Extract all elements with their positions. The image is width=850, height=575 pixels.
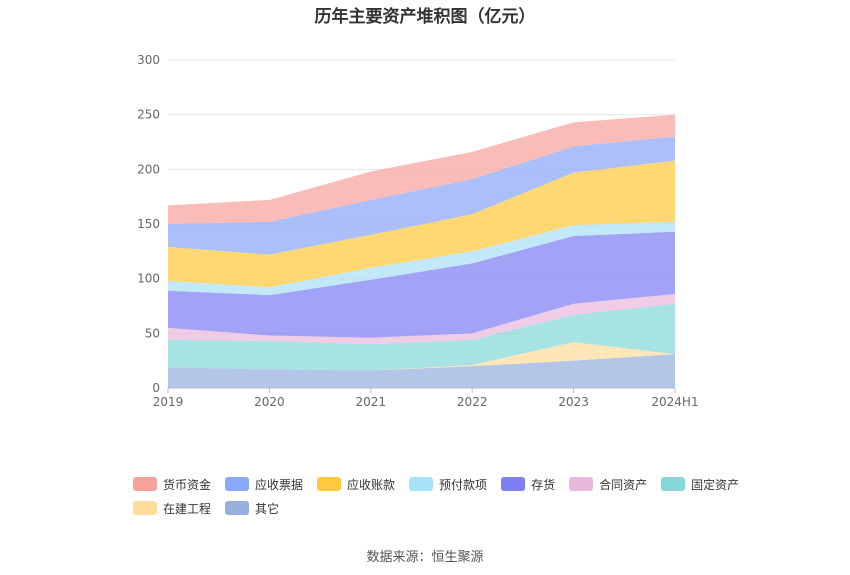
y-tick-label: 0 [152, 381, 160, 395]
legend-swatch [409, 477, 434, 491]
x-tick-label: 2023 [558, 395, 589, 409]
x-tick-label: 2022 [457, 395, 488, 409]
chart-title: 历年主要资产堆积图（亿元） [314, 7, 536, 27]
legend-swatch [225, 477, 250, 491]
legend-item[interactable]: 其它 [225, 500, 279, 517]
legend-item[interactable]: 固定资产 [661, 476, 739, 493]
x-tick-label: 2021 [356, 395, 387, 409]
legend-swatch [661, 477, 686, 491]
legend-item[interactable]: 存货 [501, 476, 555, 493]
legend-item[interactable]: 应收票据 [225, 476, 303, 493]
area-series-6: 预付款项 [168, 221, 675, 296]
legend-item[interactable]: 应收账款 [317, 476, 395, 493]
area-series-1: 其它 [168, 354, 675, 388]
legend-item[interactable]: 货币资金 [133, 476, 211, 493]
legend-swatch [569, 477, 594, 491]
legend-swatch [133, 501, 157, 515]
legend-swatch [133, 477, 157, 491]
legend-label: 存货 [531, 477, 556, 492]
legend-item[interactable]: 合同资产 [569, 476, 647, 493]
legend-item[interactable]: 在建工程 [133, 500, 211, 517]
legend-swatch [225, 501, 250, 515]
y-tick-label: 250 [137, 108, 160, 122]
axis-layer: 0 50 100 150 200 250 300 2019 2020 2021 2022 2023 20… [137, 53, 699, 409]
legend-label: 预付款项 [439, 477, 488, 492]
legend-label: 合同资产 [599, 477, 648, 492]
legend-label: 应收票据 [255, 477, 304, 492]
x-tick-label: 2019 [153, 395, 184, 409]
legend-label: 在建工程 [163, 501, 212, 516]
area-series-4: 合同资产 [168, 293, 675, 345]
area-series-7: 应收账款 [168, 160, 675, 288]
legend-row-1: 货币资金 应收票据 应收账款 预付款项 存货 合同资产 固定资产 [133, 472, 739, 496]
legend-swatch [317, 477, 342, 491]
legend-row-2: 在建工程 其它 [133, 496, 733, 520]
legend-label: 货币资金 [163, 477, 212, 492]
area-series-8: 应收票据 [168, 136, 675, 255]
area-series-9: 货币资金 [168, 114, 675, 224]
y-tick-label: 100 [137, 272, 160, 286]
legend-item[interactable]: 预付款项 [409, 476, 487, 493]
area-series-3: 固定资产 [168, 303, 675, 371]
legend: 货币资金 应收票据 应收账款 预付款项 存货 合同资产 固定资产 在建工程 其它 [133, 472, 739, 520]
area-layer: 其它在建工程固定资产合同资产存货预付款项应收账款应收票据货币资金 [168, 114, 675, 388]
y-tick-label: 50 [145, 326, 160, 340]
legend-swatch [501, 477, 526, 491]
legend-label: 应收账款 [347, 477, 396, 492]
y-tick-label: 200 [137, 162, 160, 176]
area-series-5: 存货 [168, 231, 675, 338]
area-series-2: 在建工程 [168, 342, 675, 371]
legend-label: 固定资产 [691, 477, 740, 492]
legend-label: 其它 [255, 501, 280, 516]
x-tick-label: 2024H1 [651, 395, 698, 409]
x-tick-label: 2020 [254, 395, 285, 409]
y-tick-label: 150 [137, 217, 160, 231]
y-tick-label: 300 [137, 53, 160, 67]
data-source-note: 数据来源：恒生聚源 [366, 550, 484, 565]
